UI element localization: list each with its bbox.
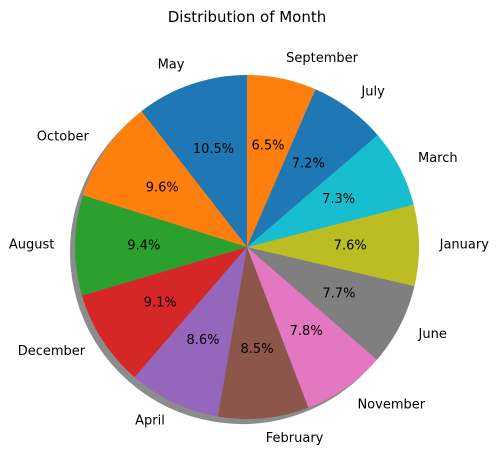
- pie-pct-label-january: 7.6%: [334, 239, 367, 254]
- pie-slice-january: [247, 204, 419, 287]
- pie-category-label-may: May: [158, 57, 185, 72]
- pie-category-label-september: September: [286, 51, 359, 66]
- pie-slice-july: [247, 89, 378, 247]
- pie-category-label-november: November: [357, 397, 425, 412]
- pie-pct-label-may: 10.5%: [193, 142, 234, 157]
- pie-pct-label-september: 6.5%: [251, 138, 284, 153]
- pie-category-label-december: December: [18, 344, 86, 359]
- pie-pct-label-october: 9.6%: [146, 181, 179, 196]
- pie-category-label-june: June: [418, 327, 447, 342]
- pie-slice-october: [82, 111, 247, 247]
- pie-slice-february: [217, 247, 309, 419]
- pie-slice-april: [134, 247, 247, 417]
- pie-slice-september: [247, 75, 316, 247]
- pie-slice-december: [82, 247, 247, 378]
- pie-slice-august: [74, 195, 247, 296]
- pie-pct-label-february: 8.5%: [241, 342, 274, 357]
- pie-category-label-august: August: [9, 238, 55, 253]
- pie-slice-may: [141, 75, 247, 247]
- pie-pct-label-december: 9.1%: [144, 295, 177, 310]
- pie-slice-november: [247, 247, 377, 408]
- pie-pct-label-march: 7.3%: [322, 192, 355, 207]
- pie-category-label-march: March: [418, 151, 458, 166]
- pie-labels: 10.5% May 9.6% October 9.4% August 9.1% Decembe…: [9, 51, 489, 446]
- pie-pct-label-july: 7.2%: [292, 156, 325, 171]
- pie-category-label-april: April: [135, 414, 165, 429]
- pie-slices: [74, 75, 419, 419]
- pie-category-label-october: October: [37, 130, 90, 145]
- pie-category-label-january: January: [439, 238, 490, 253]
- pie-pct-label-august: 9.4%: [127, 239, 160, 254]
- pie-pct-label-november: 7.8%: [290, 324, 323, 339]
- pie-pct-label-april: 8.6%: [186, 333, 219, 348]
- chart-title: Distribution of Month: [168, 8, 327, 26]
- pie-category-label-february: February: [266, 431, 324, 446]
- pie-category-label-july: July: [360, 85, 385, 100]
- pie-pct-label-june: 7.7%: [322, 286, 355, 301]
- pie-slice-june: [247, 247, 415, 360]
- pie-slice-march: [247, 135, 414, 247]
